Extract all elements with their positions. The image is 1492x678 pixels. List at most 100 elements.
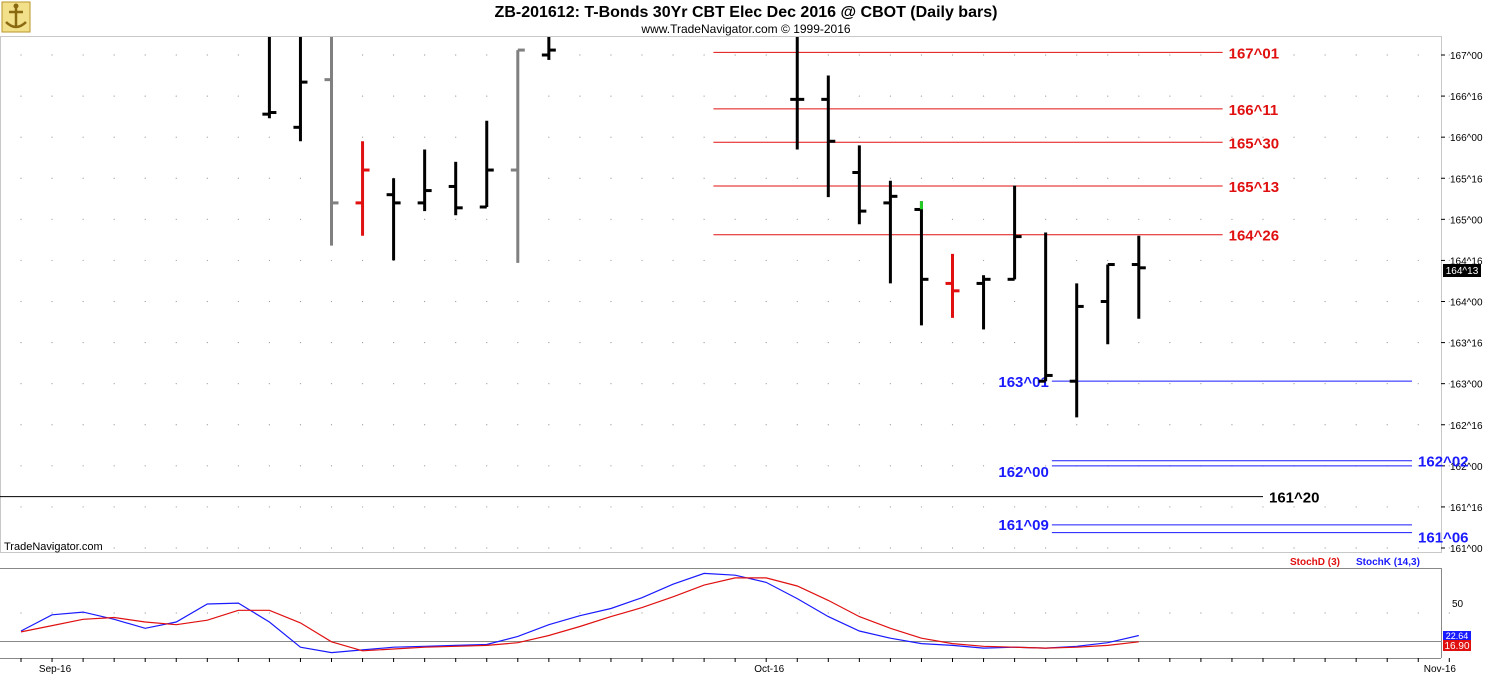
grid-dot bbox=[1076, 612, 1078, 614]
grid-dot bbox=[1324, 136, 1326, 138]
grid-dot bbox=[1014, 341, 1016, 344]
grid-dot bbox=[1262, 547, 1264, 549]
grid-dot bbox=[393, 612, 395, 614]
grid-dot bbox=[51, 95, 53, 97]
grid-dot bbox=[51, 54, 53, 56]
grid-dot bbox=[144, 300, 146, 303]
grid-dot bbox=[1386, 612, 1388, 614]
grid-dot bbox=[1200, 341, 1202, 344]
grid-dot bbox=[82, 300, 84, 303]
price-axis-label: 165^16 bbox=[1450, 174, 1483, 185]
grid-dot bbox=[1169, 218, 1171, 220]
grid-dot bbox=[1014, 54, 1016, 56]
grid-dot bbox=[765, 612, 767, 614]
grid-dot bbox=[1293, 95, 1295, 97]
grid-dot bbox=[703, 259, 705, 262]
grid-dot bbox=[51, 424, 53, 426]
grid-dot bbox=[703, 506, 705, 508]
grid-dot bbox=[641, 177, 643, 179]
grid-dot bbox=[1231, 506, 1233, 508]
date-axis-label: Oct-16 bbox=[754, 664, 784, 675]
grid-dot bbox=[1138, 136, 1140, 138]
grid-dot bbox=[1231, 547, 1233, 549]
grid-dot bbox=[765, 383, 767, 385]
grid-dot bbox=[1324, 259, 1326, 262]
grid-dot bbox=[144, 612, 146, 614]
grid-dot bbox=[424, 341, 426, 344]
grid-dot bbox=[175, 259, 177, 262]
grid-dot bbox=[237, 177, 239, 179]
grid-dot bbox=[206, 300, 208, 303]
grid-dot bbox=[548, 383, 550, 385]
ohlc-bar bbox=[976, 275, 991, 330]
grid-dot bbox=[175, 383, 177, 385]
grid-dot bbox=[1355, 424, 1357, 426]
grid-dot bbox=[1448, 95, 1450, 97]
grid-dot bbox=[641, 300, 643, 303]
grid-dot bbox=[1014, 506, 1016, 508]
level-label: 165^13 bbox=[1229, 179, 1279, 196]
grid-dot bbox=[113, 612, 115, 614]
grid-dot bbox=[641, 424, 643, 426]
grid-dot bbox=[827, 54, 829, 56]
grid-dot bbox=[672, 612, 674, 614]
grid-dot bbox=[113, 259, 115, 262]
level-label: 161^20 bbox=[1269, 490, 1319, 507]
grid-dot bbox=[330, 424, 333, 426]
ohlc-bar bbox=[417, 149, 432, 212]
grid-dot bbox=[206, 259, 208, 262]
grid-dot bbox=[765, 300, 767, 303]
level-label: 162^02 bbox=[1418, 454, 1468, 471]
grid-dot bbox=[361, 612, 364, 614]
grid-dot bbox=[486, 300, 488, 303]
grid-dot bbox=[424, 300, 426, 303]
grid-dot bbox=[765, 259, 767, 262]
grid-dot bbox=[517, 424, 519, 426]
grid-dot bbox=[424, 547, 426, 549]
grid-dot bbox=[672, 383, 674, 385]
grid-dot bbox=[672, 54, 674, 56]
grid-dot bbox=[1169, 424, 1171, 426]
stoch-d-line bbox=[20, 577, 1139, 652]
grid-dot bbox=[206, 95, 208, 97]
grid-dot bbox=[82, 506, 84, 508]
grid-dot bbox=[765, 424, 767, 426]
grid-dot bbox=[920, 54, 923, 56]
grid-dot bbox=[672, 465, 674, 467]
grid-dot bbox=[1076, 218, 1078, 220]
grid-dot bbox=[548, 547, 550, 549]
grid-dot bbox=[858, 465, 860, 467]
grid-dot bbox=[424, 612, 426, 614]
grid-dot bbox=[1045, 465, 1047, 467]
grid-dot bbox=[951, 218, 954, 220]
price-axis: 167^00166^16166^00165^16165^00164^16164^… bbox=[1441, 51, 1483, 555]
grid-dot bbox=[237, 259, 239, 262]
grid-dot bbox=[51, 300, 53, 303]
grid-dot bbox=[703, 136, 705, 138]
grid-dot bbox=[1045, 424, 1047, 426]
grid-dot bbox=[20, 54, 22, 56]
grid-dot bbox=[1293, 383, 1295, 385]
grid-dot bbox=[455, 612, 457, 614]
level-label: 167^01 bbox=[1229, 45, 1279, 62]
grid-dot bbox=[1138, 177, 1140, 179]
grid-dot bbox=[951, 465, 954, 467]
grid-dot bbox=[982, 341, 985, 344]
grid-dot bbox=[1448, 612, 1450, 614]
grid-dot bbox=[610, 95, 612, 97]
grid-dot bbox=[1200, 547, 1202, 549]
grid-dot bbox=[1045, 95, 1047, 97]
grid-dot bbox=[1262, 95, 1264, 97]
grid-dot bbox=[1355, 547, 1357, 549]
grid-dot bbox=[1107, 177, 1109, 179]
grid-dot bbox=[641, 383, 643, 385]
grid-dot bbox=[268, 383, 270, 385]
grid-dot bbox=[1386, 424, 1388, 426]
grid-dot bbox=[1355, 136, 1357, 138]
grid-dot bbox=[1355, 54, 1357, 56]
grid-dot bbox=[82, 259, 84, 262]
grid-dot bbox=[610, 547, 612, 549]
grid-dot bbox=[517, 465, 519, 467]
grid-dot bbox=[237, 424, 239, 426]
grid-dot bbox=[486, 465, 488, 467]
